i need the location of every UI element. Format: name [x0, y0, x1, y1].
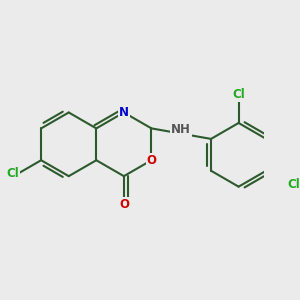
Text: Cl: Cl: [232, 88, 245, 101]
Text: NH: NH: [171, 123, 191, 136]
Text: Cl: Cl: [288, 178, 300, 191]
Text: N: N: [119, 106, 129, 119]
Text: O: O: [146, 154, 157, 167]
Text: Cl: Cl: [7, 167, 20, 180]
Text: O: O: [119, 198, 129, 211]
